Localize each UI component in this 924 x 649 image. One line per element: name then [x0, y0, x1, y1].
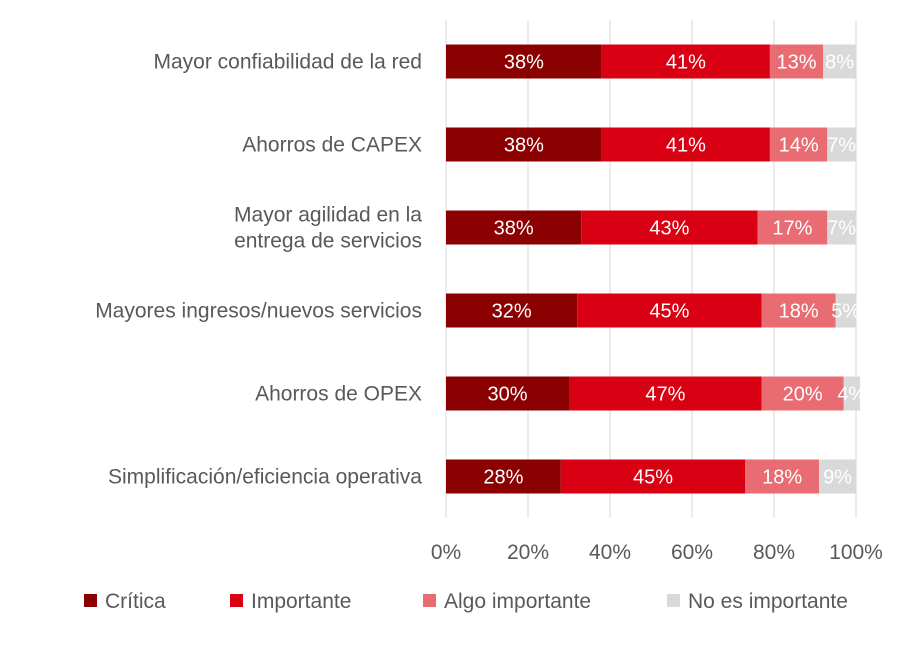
data-label: 18% — [762, 467, 802, 489]
data-label: 32% — [492, 301, 532, 323]
x-tick-label: 60% — [671, 541, 713, 564]
x-tick-label: 20% — [507, 541, 549, 564]
category-label: Ahorros de OPEX — [255, 383, 422, 406]
data-label: 14% — [779, 135, 819, 157]
bar-segment — [446, 127, 602, 162]
data-label: 38% — [494, 218, 534, 240]
bar-segment — [446, 459, 561, 494]
legend-swatch — [423, 594, 436, 607]
bar-segment — [769, 44, 824, 79]
data-label: 4% — [837, 384, 866, 406]
bar-segment — [446, 293, 578, 328]
data-label: 18% — [779, 301, 819, 323]
bar-segment — [769, 127, 828, 162]
bar-segment — [819, 459, 856, 494]
data-label: 38% — [504, 135, 544, 157]
bar-segment — [823, 44, 856, 79]
bar-segment — [745, 459, 820, 494]
data-label: 9% — [823, 467, 852, 489]
bar-segment — [446, 210, 582, 245]
x-tick-label: 80% — [753, 541, 795, 564]
bar-segment — [581, 210, 758, 245]
legend-label: Importante — [251, 590, 351, 613]
legend-swatch — [667, 594, 680, 607]
data-label: 13% — [777, 52, 817, 74]
bar-segment — [569, 376, 762, 411]
x-tick-label: 40% — [589, 541, 631, 564]
data-label: 7% — [827, 218, 856, 240]
bar-segment — [560, 459, 746, 494]
legend: Crítica Importante Algo importante No es im… — [84, 590, 848, 613]
data-label: 45% — [649, 301, 689, 323]
category-label: Ahorros de CAPEX — [242, 134, 422, 157]
bar-segment — [835, 293, 856, 328]
x-tick-label: 100% — [829, 541, 883, 564]
category-label: Simplificación/eficiencia operativa — [108, 466, 422, 489]
bar-segment — [446, 44, 602, 79]
bar-segment — [827, 210, 856, 245]
category-labels: Mayor confiabilidad de la red Ahorros de … — [95, 51, 422, 489]
data-label: 7% — [827, 135, 856, 157]
x-axis-tick-labels: 0% 20% 40% 60% 80% 100% — [431, 541, 883, 564]
data-label: 47% — [645, 384, 685, 406]
data-label: 41% — [666, 135, 706, 157]
bar-segment — [757, 210, 828, 245]
bar-segment — [761, 293, 836, 328]
bar-segment — [601, 44, 770, 79]
data-label: 38% — [504, 52, 544, 74]
legend-swatch — [84, 594, 97, 607]
bars: 38% 41% 13% 8% 38% 41% 14% 7% 38% 43% 17% 7% 32% 45% 1… — [446, 44, 867, 494]
category-label: Mayores ingresos/nuevos servicios — [95, 300, 422, 323]
bar-segment — [843, 376, 861, 411]
legend-label: Algo importante — [444, 590, 591, 613]
data-label: 30% — [487, 384, 527, 406]
data-label: 5% — [831, 301, 860, 323]
data-label: 41% — [666, 52, 706, 74]
data-label: 43% — [649, 218, 689, 240]
bar-segment — [446, 376, 569, 411]
bar-segment — [761, 376, 844, 411]
bar-segment — [577, 293, 762, 328]
legend-label: No es importante — [688, 590, 848, 613]
legend-swatch — [230, 594, 243, 607]
category-label: Mayor confiabilidad de la red — [154, 51, 423, 74]
bar-segment — [827, 127, 856, 162]
data-label: 45% — [633, 467, 673, 489]
data-label: 8% — [825, 52, 854, 74]
category-label: Mayor agilidad en la entrega de servicios — [234, 204, 422, 253]
data-label: 17% — [772, 218, 812, 240]
data-label: 28% — [483, 467, 523, 489]
data-label: 20% — [783, 384, 823, 406]
gridlines — [445, 20, 857, 518]
bar-segment — [601, 127, 770, 162]
x-tick-label: 0% — [431, 541, 461, 564]
legend-label: Crítica — [105, 590, 166, 613]
